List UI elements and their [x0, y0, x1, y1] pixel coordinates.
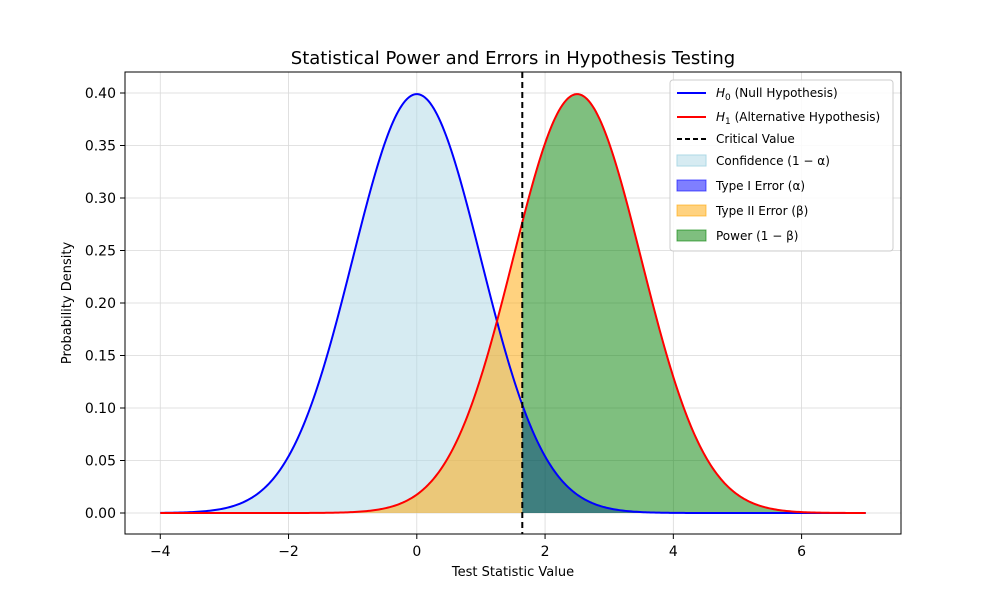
region-confidence-1	[160, 94, 523, 514]
h0-curve	[160, 93, 866, 514]
region-power-1	[522, 94, 866, 514]
x-tick-label: 2	[541, 544, 550, 560]
chart-title: Statistical Power and Errors in Hypothes…	[291, 48, 735, 69]
x-axis-label: Test Statistic Value	[451, 565, 574, 580]
legend-h0-label: H0 (Null Hypothesis)	[716, 86, 838, 103]
x-axis-ticks: −4 −2 0 2 4 6	[150, 534, 806, 560]
legend-type1-label: Type I Error (α)	[715, 179, 805, 193]
y-tick-label: 0.00	[85, 506, 116, 522]
legend-confidence-swatch	[676, 154, 707, 167]
legend-h1-label: H1 (Alternative Hypothesis)	[716, 110, 880, 127]
y-tick-label: 0.05	[85, 454, 116, 470]
x-tick-label: −2	[278, 544, 299, 560]
y-tick-label: 0.10	[85, 401, 116, 417]
y-tick-label: 0.40	[85, 86, 116, 102]
legend-type2-swatch	[676, 204, 707, 217]
shaded-regions	[160, 94, 866, 514]
density-curves	[160, 93, 866, 514]
legend-power-label: Power (1 − β)	[716, 229, 798, 243]
region-type-ii-error	[160, 222, 523, 514]
x-tick-label: −4	[150, 544, 171, 560]
y-tick-label: 0.15	[85, 349, 116, 365]
legend: H0 (Null Hypothesis) H1 (Alternative Hyp…	[669, 79, 894, 252]
legend-confidence-label: Confidence (1 − α)	[716, 154, 830, 168]
h1-curve	[160, 93, 866, 514]
y-tick-label: 0.20	[85, 296, 116, 312]
legend-type1-swatch	[676, 179, 707, 192]
y-tick-label: 0.25	[85, 244, 116, 260]
legend-type2-label: Type II Error (β)	[715, 204, 808, 218]
y-axis-ticks: 0.00 0.05 0.10 0.15 0.20 0.25 0.30 0.35 0.40	[85, 86, 125, 522]
legend-box	[669, 79, 894, 252]
x-tick-label: 6	[797, 544, 806, 560]
y-axis-label: Probability Density	[60, 242, 75, 365]
y-tick-label: 0.30	[85, 191, 116, 207]
x-tick-label: 4	[669, 544, 678, 560]
legend-power-swatch	[676, 229, 707, 242]
legend-critical-label: Critical Value	[716, 132, 795, 146]
x-tick-label: 0	[412, 544, 421, 560]
y-tick-label: 0.35	[85, 139, 116, 155]
